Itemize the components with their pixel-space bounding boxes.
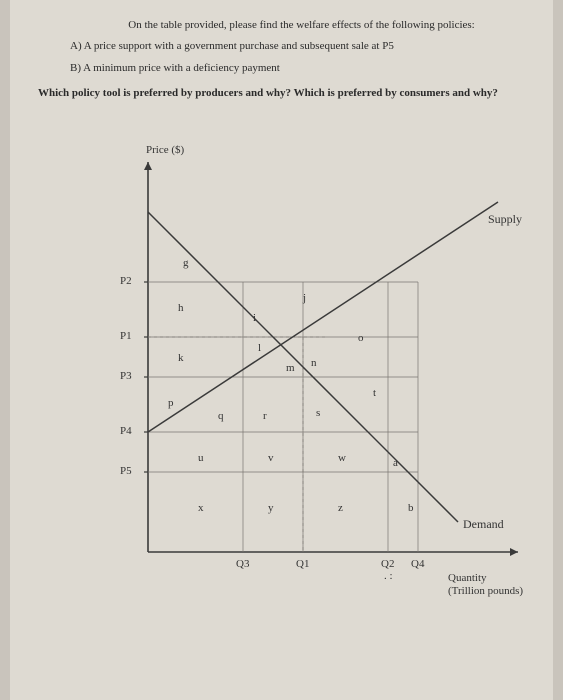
region-o: o: [358, 332, 364, 344]
xtick-Q1: Q1: [296, 558, 309, 570]
question-a: A) A price support with a government pur…: [38, 39, 525, 54]
ytick-P2: P2: [120, 275, 132, 287]
region-p: p: [168, 397, 174, 409]
region-z: z: [338, 502, 343, 514]
region-r: r: [263, 410, 267, 422]
region-h: h: [178, 302, 184, 314]
region-s: s: [316, 407, 320, 419]
xtick-Q3: Q3: [236, 558, 249, 570]
demand-label: Demand: [463, 517, 504, 532]
region-k: k: [178, 352, 184, 364]
question-follow: Which policy tool is preferred by produc…: [38, 86, 525, 101]
region-q: q: [218, 410, 224, 422]
region-t: t: [373, 387, 376, 399]
supply-label: Supply: [488, 212, 522, 227]
region-v: v: [268, 452, 274, 464]
region-w: w: [338, 452, 346, 464]
xtick-Q4: Q4: [411, 558, 424, 570]
question-b: B) A minimum price with a deficiency pay…: [38, 61, 525, 76]
xtick-Q2: Q2: [381, 558, 394, 570]
ytick-P1: P1: [120, 330, 132, 342]
chart-svg: [78, 152, 538, 612]
ytick-P4: P4: [120, 425, 132, 437]
y-axis-label: Price ($): [146, 144, 184, 156]
region-j: j: [303, 292, 306, 304]
region-l: l: [258, 342, 261, 354]
region-b: b: [408, 502, 414, 514]
region-a: a: [393, 457, 398, 469]
ytick-P5: P5: [120, 465, 132, 477]
region-i: i: [253, 312, 256, 324]
region-g: g: [183, 257, 189, 269]
supply-demand-chart: Price ($) Supply Demand Quantity(Trillio…: [78, 152, 538, 612]
x-axis-label: Quantity(Trillion pounds): [448, 572, 523, 598]
q2-dot: . :: [384, 570, 393, 582]
question-intro: On the table provided, please find the w…: [38, 18, 525, 33]
region-y: y: [268, 502, 274, 514]
region-u: u: [198, 452, 204, 464]
region-n: n: [311, 357, 317, 369]
region-m: m: [286, 362, 295, 374]
ytick-P3: P3: [120, 370, 132, 382]
region-x: x: [198, 502, 204, 514]
